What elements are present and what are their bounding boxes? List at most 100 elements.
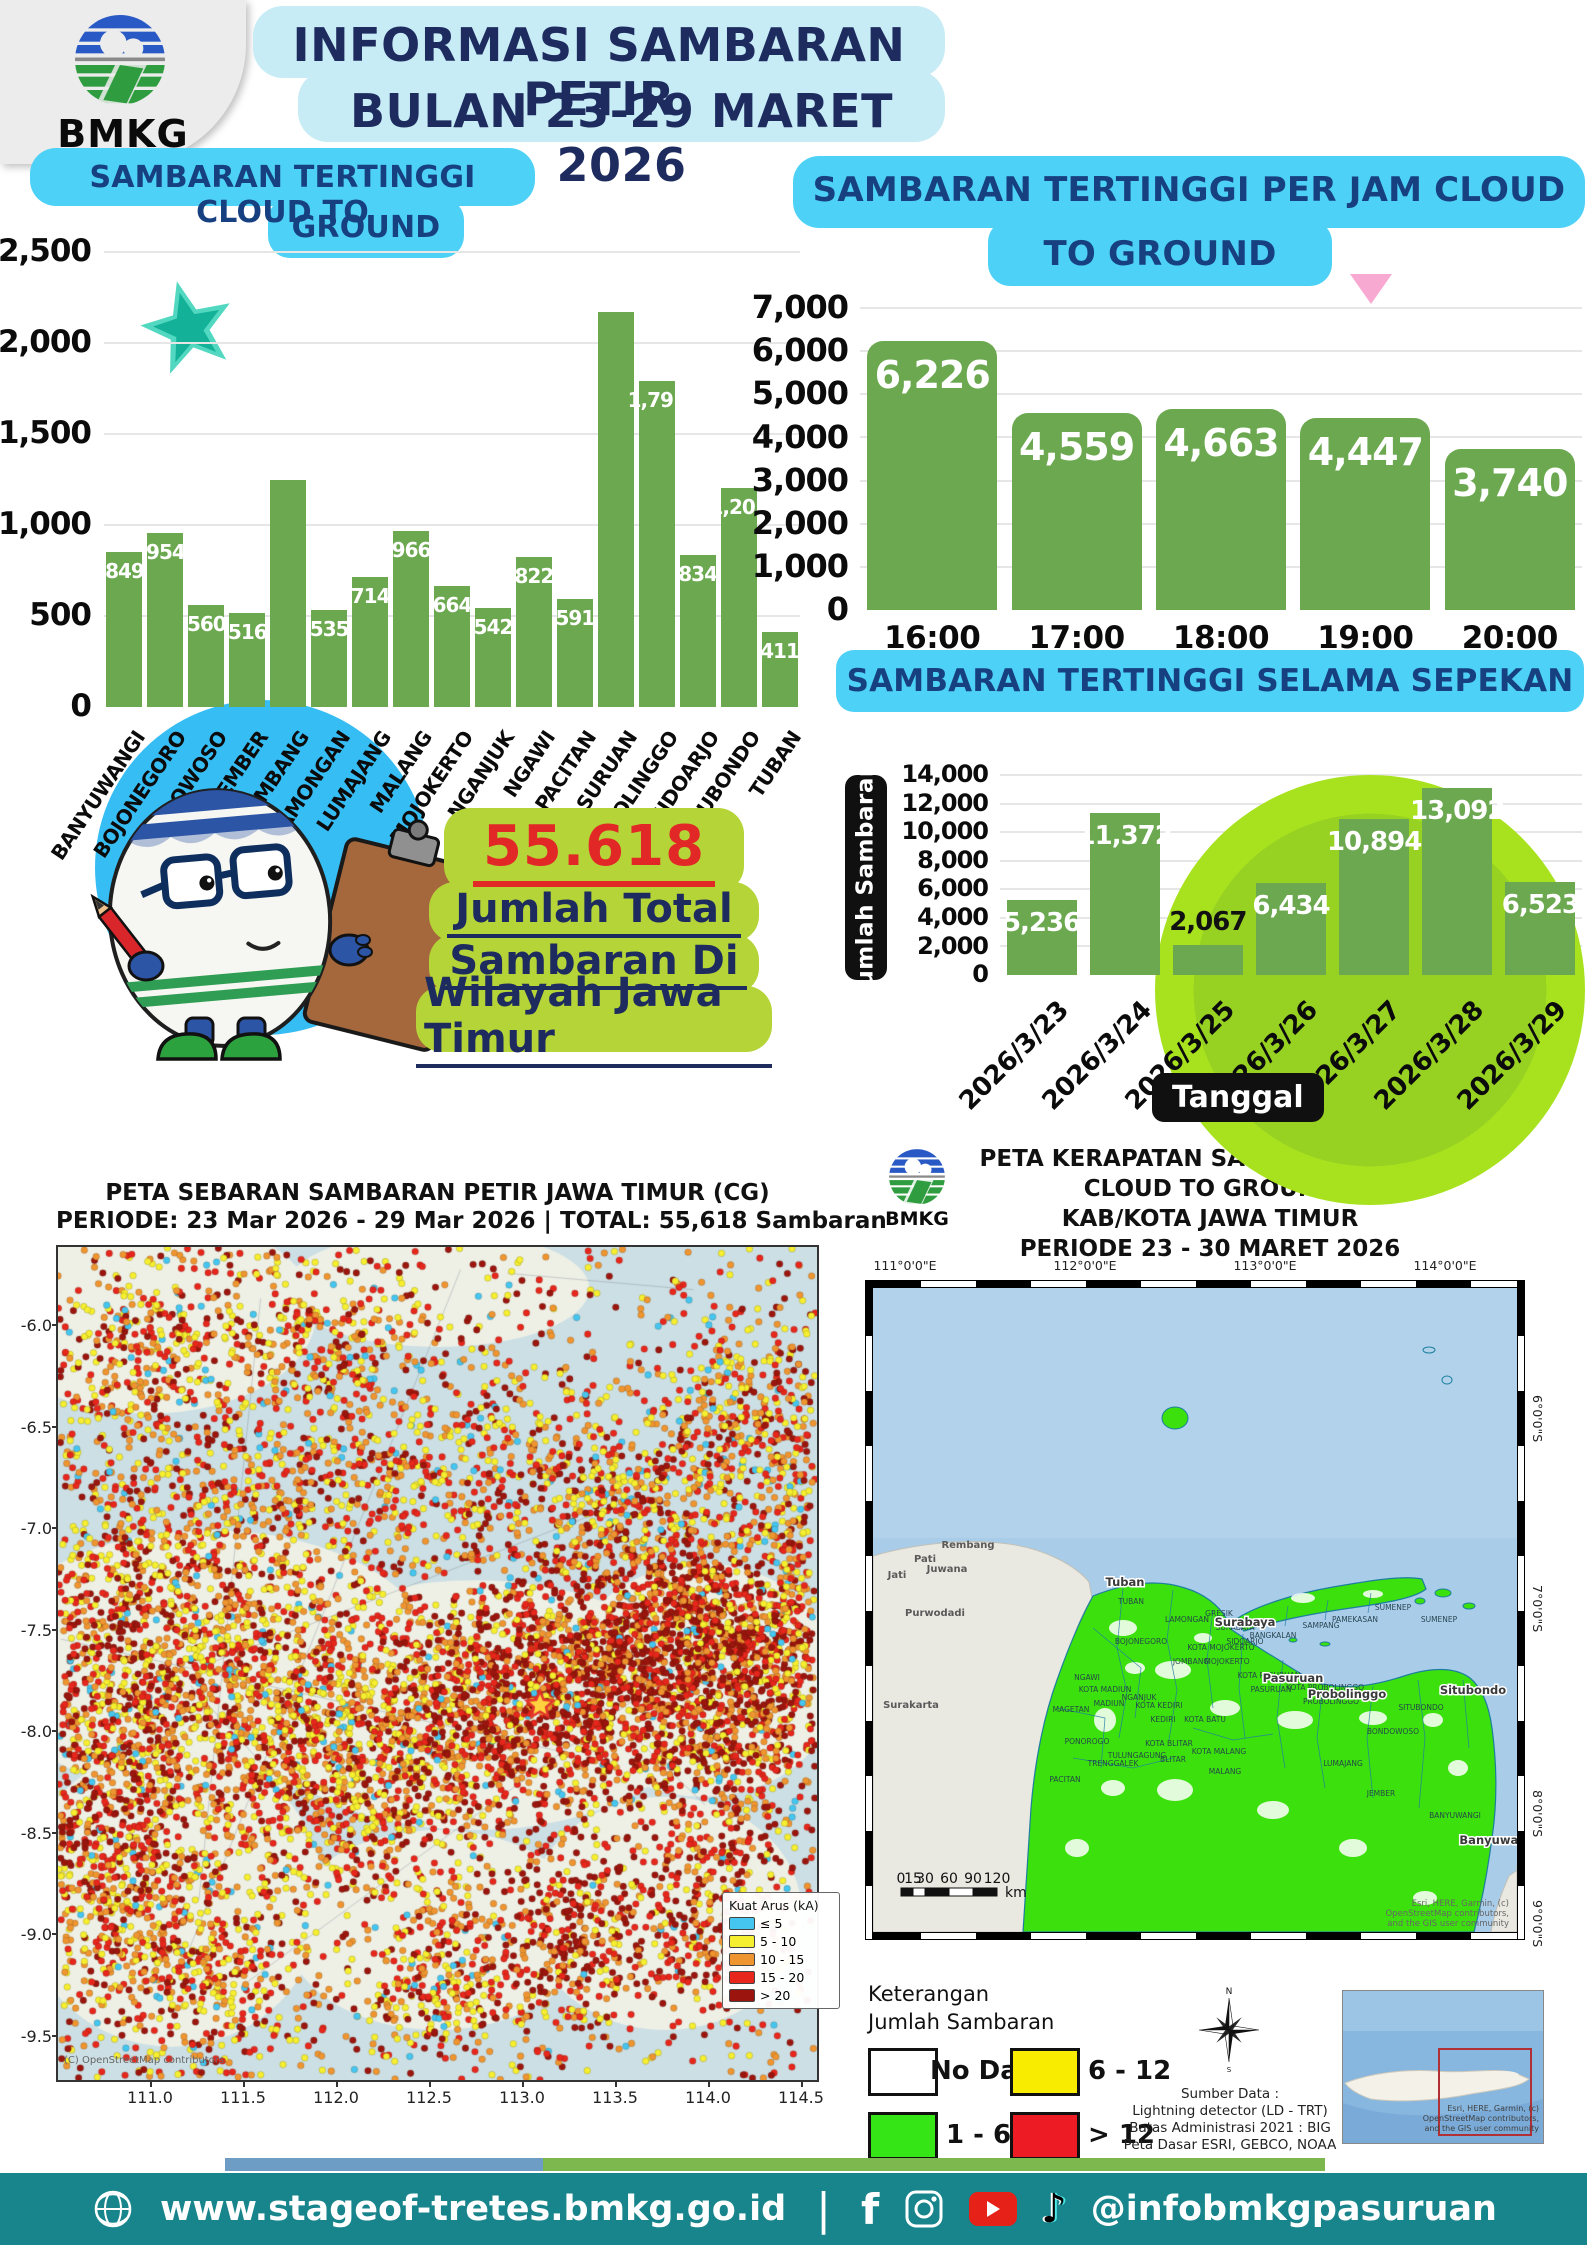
map-y-tick: -7.0	[20, 1519, 52, 1538]
y-tick-label: 4,000	[751, 417, 849, 456]
legend-label: 10 - 15	[760, 1952, 805, 1967]
density-legend-label: 1 - 6	[946, 2120, 1012, 2150]
scatter-legend-entry: > 20	[729, 1988, 833, 2003]
y-tick-label: 5,000	[751, 374, 849, 413]
lightning-scatter-map	[58, 1247, 817, 2080]
bar-value-label: 822	[514, 564, 555, 589]
svg-text:TRENGGALEK: TRENGGALEK	[1087, 1759, 1140, 1768]
facebook-icon[interactable]: f	[860, 2184, 880, 2234]
bar-value-label: 516	[227, 620, 268, 645]
bar	[761, 632, 798, 707]
svg-text:W: W	[1196, 2027, 1197, 2035]
svg-text:BOJONEGORO: BOJONEGORO	[1115, 1637, 1167, 1646]
bar-value-label: 849	[105, 559, 145, 584]
svg-text:SURABAYA: SURABAYA	[1215, 1623, 1255, 1632]
main-title-bubble-top	[253, 6, 945, 78]
y-tick-label: 500	[29, 596, 92, 633]
svg-text:KOTA MADIUN: KOTA MADIUN	[1079, 1685, 1132, 1694]
tiktok-icon[interactable]: ♪	[1041, 2186, 1067, 2232]
tick-mark	[708, 2082, 710, 2087]
bar-value-label: 535	[309, 616, 350, 641]
legend-label: 15 - 20	[760, 1970, 805, 1985]
map-x-tick: 114.5	[778, 2088, 824, 2107]
data-source-note: Sumber Data : Lightning detector (LD - TR…	[1120, 2086, 1340, 2154]
svg-text:Pasuruan: Pasuruan	[1263, 1671, 1324, 1685]
y-tick-label: 0	[826, 590, 849, 629]
gridline	[104, 524, 800, 526]
youtube-icon[interactable]	[969, 2192, 1018, 2226]
bar	[1156, 408, 1286, 610]
gridline	[1000, 774, 1582, 776]
scatter-legend-title: Kuat Arus (kA)	[729, 1898, 819, 1913]
total-line2: Sambaran Di	[441, 938, 747, 990]
right-map-top-tick: 111°0'0"E	[873, 1258, 937, 1273]
svg-text:Surabaya: Surabaya	[1215, 1615, 1276, 1629]
tick-mark	[615, 2082, 617, 2087]
svg-text:N: N	[1226, 1987, 1233, 1997]
y-tick-label: 10,000	[901, 817, 989, 846]
svg-text:SAMPANG: SAMPANG	[1302, 1621, 1339, 1630]
y-tick-label: 6,000	[917, 874, 989, 903]
tick-mark	[522, 2082, 524, 2087]
gridline	[860, 479, 1582, 482]
right-map-top-tick: 112°0'0"E	[1053, 1258, 1117, 1273]
chart3-x-axis-label: Tanggal	[1172, 1080, 1304, 1115]
bar-value-label: 4,559	[1018, 425, 1135, 470]
lime-circle-decoration	[1155, 775, 1585, 1205]
left-map-title-line1: PETA SEBARAN SAMBARAN PETIR JAWA TIMUR (…	[105, 1180, 770, 1206]
bar-value-label: 1,201	[709, 495, 768, 520]
source-line: Batas Administrasi 2021 : BIG	[1129, 2120, 1331, 2136]
tick-mark	[52, 1933, 57, 1935]
globe-icon	[94, 2190, 132, 2228]
svg-text:km: km	[1005, 1885, 1027, 1901]
svg-text:NGAWI: NGAWI	[1074, 1673, 1100, 1682]
density-legend-label: > 12	[1088, 2120, 1156, 2150]
right-map-title-line: KAB/KOTA JAWA TIMUR	[1061, 1206, 1359, 1232]
map-x-tick: 111.0	[127, 2088, 173, 2107]
svg-text:SUMENEP: SUMENEP	[1421, 1615, 1458, 1624]
tick-mark	[52, 1527, 57, 1529]
bar	[679, 555, 716, 707]
footer-website-link[interactable]: www.stageof-tretes.bmkg.go.id	[160, 2189, 787, 2229]
svg-text:MOJOKERTO: MOJOKERTO	[1204, 1657, 1249, 1666]
footer-social-handle[interactable]: @infobmkgpasuruan	[1090, 2189, 1497, 2229]
svg-text:PASURUAN: PASURUAN	[1251, 1685, 1292, 1694]
svg-text:120: 120	[984, 1871, 1011, 1887]
scatter-legend-entry: 5 - 10	[729, 1934, 833, 1949]
bar	[720, 488, 757, 707]
y-tick-label: 8,000	[917, 845, 989, 874]
chart2-title-bubble2	[988, 220, 1332, 286]
svg-text:SIDOARJO: SIDOARJO	[1227, 1637, 1264, 1646]
svg-text:JOMBANG: JOMBANG	[1172, 1657, 1209, 1666]
svg-text:60: 60	[940, 1871, 958, 1887]
source-line: Sumber Data :	[1180, 2086, 1280, 2102]
gridline	[860, 393, 1582, 396]
bar-value-label: 11,372	[1077, 820, 1173, 851]
gridline	[860, 350, 1582, 353]
y-tick-label: 2,000	[917, 931, 989, 960]
legend-label: ≤ 5	[760, 1916, 783, 1931]
bar-value-label: 5,236	[1002, 908, 1081, 939]
bar-value-label: 966	[391, 538, 432, 563]
instagram-icon[interactable]	[903, 2188, 945, 2230]
bar	[474, 608, 511, 707]
scatter-legend-entry: ≤ 5	[729, 1916, 833, 1931]
svg-text:Purwodadi: Purwodadi	[905, 1608, 965, 1619]
map-y-tick: -8.0	[20, 1722, 52, 1741]
svg-text:JEMBER: JEMBER	[1366, 1789, 1396, 1798]
total-summary-box: 55.618 Jumlah Total Sambaran Di Wilayah …	[416, 808, 772, 1068]
bar	[515, 557, 552, 707]
svg-text:Esri, HERE, Garmin, (c): Esri, HERE, Garmin, (c)	[1412, 1899, 1509, 1909]
map-y-tick: -9.0	[20, 1925, 52, 1944]
svg-text:SUMENEP: SUMENEP	[1375, 1603, 1412, 1612]
tick-mark	[801, 2082, 803, 2087]
bar-value-label: 4,663	[1163, 420, 1279, 465]
x-category-label: 2026/3/24	[1036, 995, 1158, 1117]
svg-text:Juwana: Juwana	[926, 1564, 968, 1575]
legend-swatch	[729, 1935, 755, 1948]
y-tick-label: 1,000	[0, 505, 92, 542]
tick-mark	[150, 2082, 152, 2087]
svg-text:Tuban: Tuban	[1106, 1575, 1145, 1589]
chart3-x-axis-label-box: Tanggal	[1152, 1073, 1324, 1122]
scatter-legend: Kuat Arus (kA) ≤ 5 5 - 10 10 - 15 15 - 20 > …	[722, 1892, 840, 2009]
